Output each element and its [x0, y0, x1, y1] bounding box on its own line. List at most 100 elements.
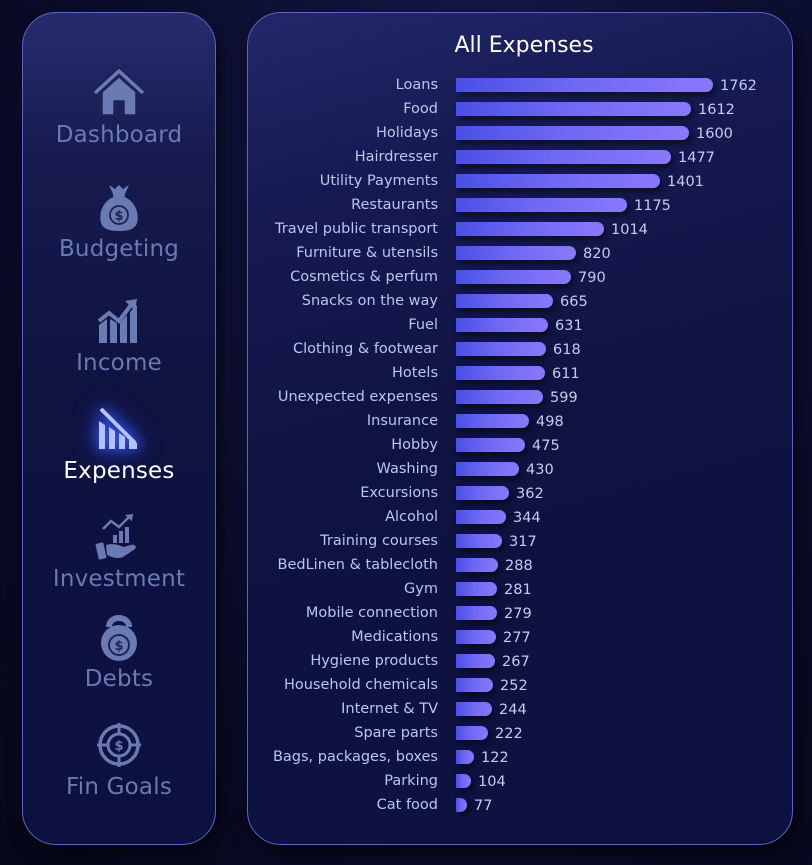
bar[interactable]	[456, 294, 553, 308]
bar[interactable]	[456, 270, 571, 284]
nav-item-dashboard[interactable]: Dashboard	[23, 67, 215, 149]
bar[interactable]	[456, 78, 713, 92]
bar[interactable]	[456, 462, 519, 476]
category-label: Restaurants	[351, 197, 438, 213]
category-label: Unexpected expenses	[277, 389, 438, 405]
bar[interactable]	[456, 198, 627, 212]
bar-row: Food 1612	[248, 98, 792, 122]
bar-chart: Loans 1762 Food 1612 Holidays 1600 Hairdresser…	[248, 74, 792, 818]
nav-item-investment[interactable]: Investment	[23, 511, 215, 593]
bar[interactable]	[456, 654, 495, 668]
category-label: Furniture & utensils	[296, 245, 438, 261]
value-label: 362	[516, 486, 544, 502]
svg-text:$: $	[114, 739, 123, 754]
bar-row: Fuel 631	[248, 314, 792, 338]
chart-up-icon	[89, 295, 149, 347]
bar[interactable]	[456, 510, 506, 524]
value-label: 820	[583, 246, 611, 262]
nav-item-income[interactable]: Income	[23, 295, 215, 377]
bar[interactable]	[456, 102, 691, 116]
bar[interactable]	[456, 726, 488, 740]
bar[interactable]	[456, 678, 493, 692]
bar[interactable]	[456, 246, 576, 260]
category-label: Bags, packages, boxes	[272, 749, 438, 765]
nav-item-fin-goals[interactable]: $ Fin Goals	[23, 719, 215, 801]
value-label: 104	[478, 774, 506, 790]
bar-row: Medications 277	[248, 626, 792, 650]
bar-row: Hotels 611	[248, 362, 792, 386]
value-label: 599	[550, 390, 578, 406]
bar[interactable]	[456, 222, 604, 236]
value-label: 1612	[698, 102, 735, 118]
category-label: Food	[403, 101, 438, 117]
bar-row: Alcohol 344	[248, 506, 792, 530]
bar[interactable]	[456, 390, 543, 404]
bar-row: Excursions 362	[248, 482, 792, 506]
bar[interactable]	[456, 558, 498, 572]
value-label: 475	[532, 438, 560, 454]
sidebar-nav: Dashboard $ Budgeting Income	[22, 12, 216, 845]
value-label: 611	[552, 366, 580, 382]
bar-row: Gym 281	[248, 578, 792, 602]
bar[interactable]	[456, 534, 502, 548]
money-bag-icon: $	[89, 181, 149, 233]
nav-label: Dashboard	[55, 122, 183, 148]
value-label: 1401	[667, 174, 704, 190]
value-label: 1014	[611, 222, 648, 238]
value-label: 77	[474, 798, 493, 814]
bar-row: Hobby 475	[248, 434, 792, 458]
bar[interactable]	[456, 126, 689, 140]
nav-item-budgeting[interactable]: $ Budgeting	[23, 181, 215, 263]
bar-row: Internet & TV 244	[248, 698, 792, 722]
bar[interactable]	[456, 486, 509, 500]
bar[interactable]	[456, 630, 496, 644]
bar[interactable]	[456, 774, 471, 788]
bar[interactable]	[456, 414, 529, 428]
bar[interactable]	[456, 318, 548, 332]
bar[interactable]	[456, 702, 492, 716]
bar[interactable]	[456, 582, 497, 596]
value-label: 430	[526, 462, 554, 478]
nav-label: Expenses	[63, 458, 175, 484]
value-label: 790	[578, 270, 606, 286]
bar-row: Hygiene products 267	[248, 650, 792, 674]
category-label: Training courses	[320, 533, 438, 549]
bar-row: Spare parts 222	[248, 722, 792, 746]
value-label: 1175	[634, 198, 671, 214]
chart-down-icon	[89, 403, 149, 455]
bar-row: BedLinen & tablecloth 288	[248, 554, 792, 578]
bar-row: Holidays 1600	[248, 122, 792, 146]
category-label: Medications	[351, 629, 438, 645]
bar[interactable]	[456, 174, 660, 188]
value-label: 344	[513, 510, 541, 526]
category-label: Insurance	[366, 413, 438, 429]
home-icon	[89, 67, 149, 119]
nav-item-debts[interactable]: $ Debts	[23, 611, 215, 693]
value-label: 618	[553, 342, 581, 358]
value-label: 665	[560, 294, 588, 310]
bar[interactable]	[456, 750, 474, 764]
value-label: 244	[499, 702, 527, 718]
value-label: 317	[509, 534, 537, 550]
category-label: Hobby	[391, 437, 438, 453]
category-label: Internet & TV	[341, 701, 438, 717]
chart-title: All Expenses	[454, 33, 594, 58]
value-label: 277	[503, 630, 531, 646]
nav-label: Budgeting	[58, 236, 180, 262]
bar[interactable]	[456, 798, 467, 812]
bar[interactable]	[456, 150, 671, 164]
nav-item-expenses[interactable]: Expenses	[23, 403, 215, 485]
category-label: Cosmetics & perfum	[290, 269, 438, 285]
svg-text:$: $	[114, 209, 123, 224]
value-label: 1477	[678, 150, 715, 166]
category-label: Alcohol	[385, 509, 438, 525]
category-label: Holidays	[375, 125, 438, 141]
bar-row: Furniture & utensils 820	[248, 242, 792, 266]
category-label: Clothing & footwear	[292, 341, 438, 357]
bar[interactable]	[456, 366, 545, 380]
bar-row: Loans 1762	[248, 74, 792, 98]
bar[interactable]	[456, 438, 525, 452]
bar[interactable]	[456, 606, 497, 620]
bar[interactable]	[456, 342, 546, 356]
bar-row: Utility Payments 1401	[248, 170, 792, 194]
